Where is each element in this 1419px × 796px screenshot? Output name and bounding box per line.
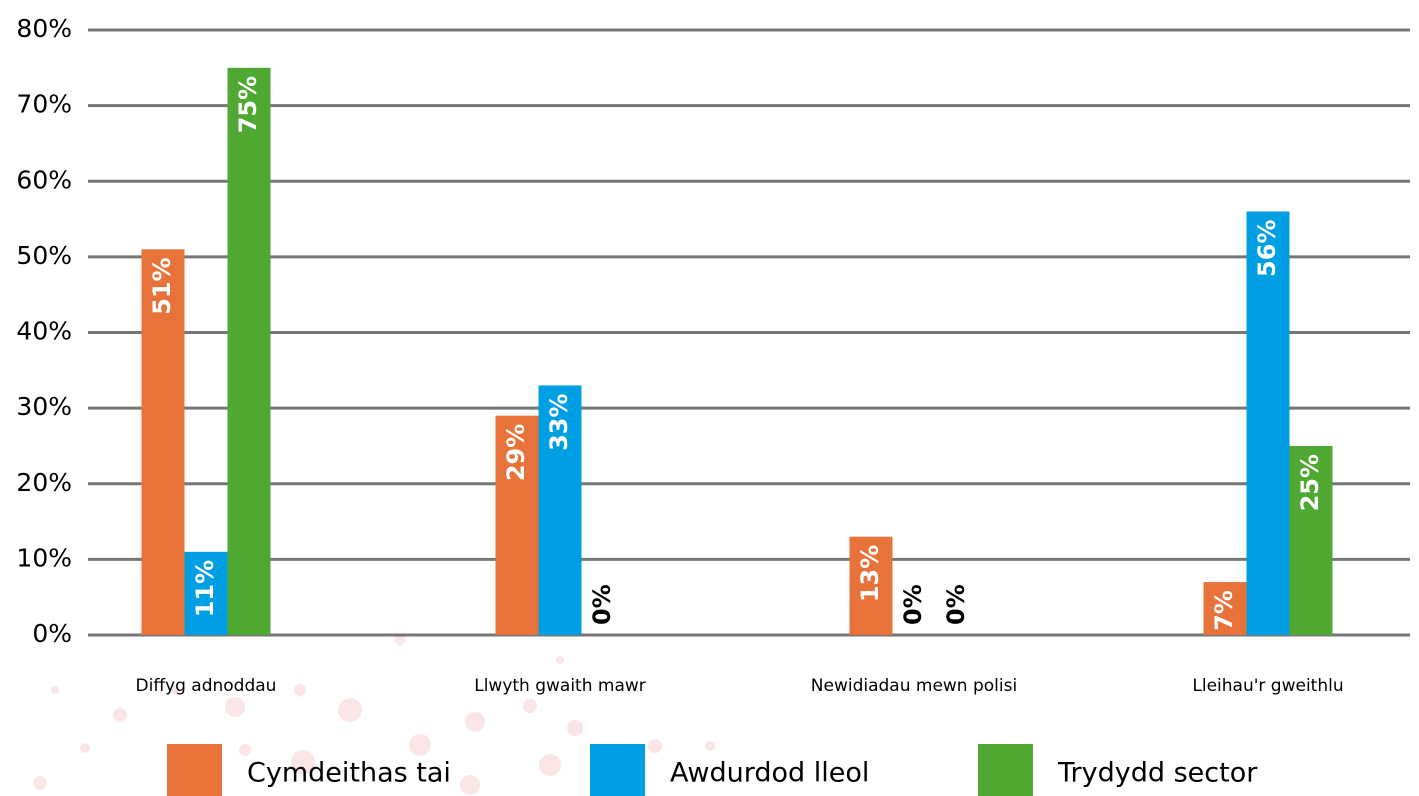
y-tick-label: 50% bbox=[16, 241, 72, 270]
legend-swatch bbox=[978, 744, 1033, 796]
legend-swatch bbox=[167, 744, 222, 796]
y-tick-label: 30% bbox=[16, 392, 72, 421]
legend-swatch bbox=[590, 744, 645, 796]
value-label: 56% bbox=[1253, 220, 1281, 277]
value-label: 25% bbox=[1296, 454, 1324, 511]
x-tick-label: Newidiadau mewn polisi bbox=[811, 676, 1017, 696]
value-label: 29% bbox=[502, 424, 530, 481]
value-label: 0% bbox=[942, 584, 970, 625]
value-label: 7% bbox=[1210, 590, 1238, 631]
bar bbox=[141, 249, 185, 635]
value-label: 75% bbox=[234, 76, 262, 133]
y-tick-label: 20% bbox=[16, 468, 72, 497]
legend-label: Cymdeithas tai bbox=[247, 758, 451, 789]
y-tick-label: 0% bbox=[32, 619, 72, 648]
value-label: 11% bbox=[191, 560, 219, 617]
legend-label: Awdurdod lleol bbox=[670, 758, 869, 789]
y-tick-label: 70% bbox=[16, 90, 72, 119]
bar bbox=[538, 385, 582, 635]
y-tick-label: 10% bbox=[16, 543, 72, 572]
value-label: 13% bbox=[856, 545, 884, 602]
y-tick-label: 80% bbox=[16, 14, 72, 43]
value-label: 33% bbox=[545, 393, 573, 450]
bar bbox=[1289, 445, 1333, 635]
x-tick-label: Lleihau'r gweithlu bbox=[1192, 676, 1343, 696]
value-label: 0% bbox=[588, 584, 616, 625]
bar bbox=[495, 415, 539, 635]
y-tick-label: 60% bbox=[16, 165, 72, 194]
bar bbox=[1203, 582, 1247, 635]
value-label: 0% bbox=[899, 584, 927, 625]
x-tick-label: Llwyth gwaith mawr bbox=[474, 676, 646, 696]
bar bbox=[849, 536, 893, 635]
legend-label: Trydydd sector bbox=[1057, 758, 1258, 789]
x-tick-label: Diffyg adnoddau bbox=[136, 676, 277, 696]
bar bbox=[1246, 211, 1290, 635]
bar bbox=[227, 67, 271, 635]
y-tick-label: 40% bbox=[16, 317, 72, 346]
bar bbox=[184, 551, 228, 635]
value-label: 51% bbox=[148, 257, 176, 314]
